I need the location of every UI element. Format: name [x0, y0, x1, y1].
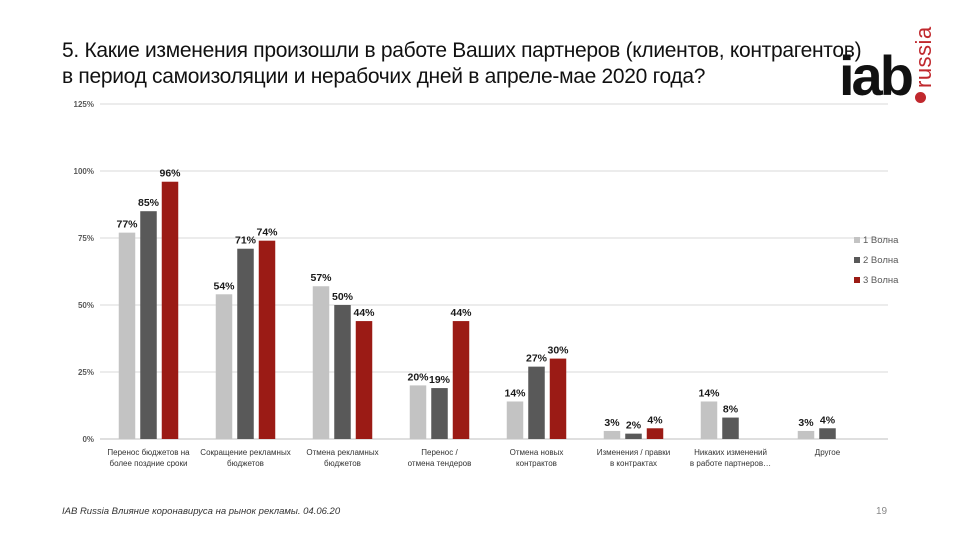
data-label: 85% — [138, 197, 160, 209]
data-label: 30% — [547, 345, 569, 357]
data-label: 44% — [450, 307, 472, 319]
data-label: 8% — [723, 404, 739, 416]
footer-source: IAB Russia Влияние коронавируса на рынок… — [62, 506, 341, 517]
data-label: 57% — [310, 272, 332, 284]
data-label: 14% — [504, 387, 526, 399]
y-tick-label: 50% — [78, 301, 94, 310]
data-label: 74% — [256, 227, 278, 239]
data-label: 4% — [647, 414, 663, 426]
bar — [797, 430, 815, 439]
x-category-label: Другое — [815, 448, 841, 457]
x-category-label: Перенос / — [421, 448, 458, 457]
iab-russia-logo: iab russia — [835, 18, 945, 103]
data-label: 44% — [353, 307, 375, 319]
page-number: 19 — [876, 506, 888, 517]
x-category-label: в контрактах — [610, 459, 657, 468]
y-tick-label: 25% — [78, 368, 94, 377]
legend-label: 3 Волна — [863, 275, 899, 286]
x-category-label: бюджетов — [227, 459, 264, 468]
bar — [819, 428, 836, 439]
bar — [603, 430, 621, 439]
legend-swatch — [854, 257, 860, 263]
x-category-label: Никаких изменений — [694, 448, 767, 457]
x-category-label: Отмена новых — [510, 448, 564, 457]
data-label: 71% — [235, 235, 257, 247]
bar — [528, 366, 545, 439]
legend-swatch — [854, 237, 860, 243]
chart-title-line-2: в период самоизоляции и нерабочих дней в… — [62, 65, 706, 88]
logo-wordmark: iab — [839, 44, 914, 107]
bar — [452, 321, 470, 439]
data-label: 96% — [159, 168, 181, 180]
x-category-label: бюджетов — [324, 459, 361, 468]
bar — [431, 388, 448, 439]
legend-label: 2 Волна — [863, 255, 899, 266]
bar — [722, 417, 739, 439]
x-category-label: в работе партнеров… — [690, 459, 771, 468]
bar — [118, 232, 136, 439]
x-category-label: Изменения / правки — [597, 448, 671, 457]
x-category-label: отмена тендеров — [408, 459, 472, 468]
bar — [312, 286, 330, 439]
legend-swatch — [854, 277, 860, 283]
data-label: 14% — [698, 387, 720, 399]
bar — [161, 181, 179, 439]
x-category-label: Сокращение рекламных — [200, 448, 290, 457]
y-tick-label: 100% — [74, 167, 94, 176]
bar — [258, 240, 276, 439]
legend-label: 1 Волна — [863, 235, 899, 246]
bar — [237, 248, 254, 439]
data-label: 20% — [407, 371, 429, 383]
bar — [355, 321, 373, 439]
data-label: 54% — [213, 280, 235, 292]
y-tick-label: 75% — [78, 234, 94, 243]
bar — [646, 428, 664, 439]
x-category-label: Перенос бюджетов на — [107, 448, 190, 457]
bar — [409, 385, 427, 439]
bar — [549, 358, 567, 439]
chart-title: 5. Какие изменения произошли в работе Ва… — [62, 38, 862, 90]
bar — [334, 305, 351, 439]
data-label: 27% — [526, 353, 548, 365]
data-label: 77% — [116, 219, 138, 231]
bar — [140, 211, 157, 439]
data-label: 3% — [604, 417, 620, 429]
data-label: 3% — [798, 417, 814, 429]
logo-dot — [915, 92, 926, 103]
chart-title-line-1: 5. Какие изменения произошли в работе Ва… — [62, 39, 862, 62]
data-label: 2% — [626, 420, 642, 432]
data-label: 19% — [429, 374, 451, 386]
y-tick-label: 0% — [82, 435, 94, 444]
x-category-label: Отмена рекламных — [306, 448, 378, 457]
data-label: 4% — [820, 414, 836, 426]
x-category-label: контрактов — [516, 459, 557, 468]
y-tick-label: 125% — [74, 100, 94, 109]
bar — [506, 401, 524, 439]
bar — [215, 294, 233, 439]
data-label: 50% — [332, 291, 354, 303]
x-category-label: более поздние сроки — [110, 459, 188, 468]
bar — [625, 433, 642, 439]
bar — [700, 401, 718, 439]
